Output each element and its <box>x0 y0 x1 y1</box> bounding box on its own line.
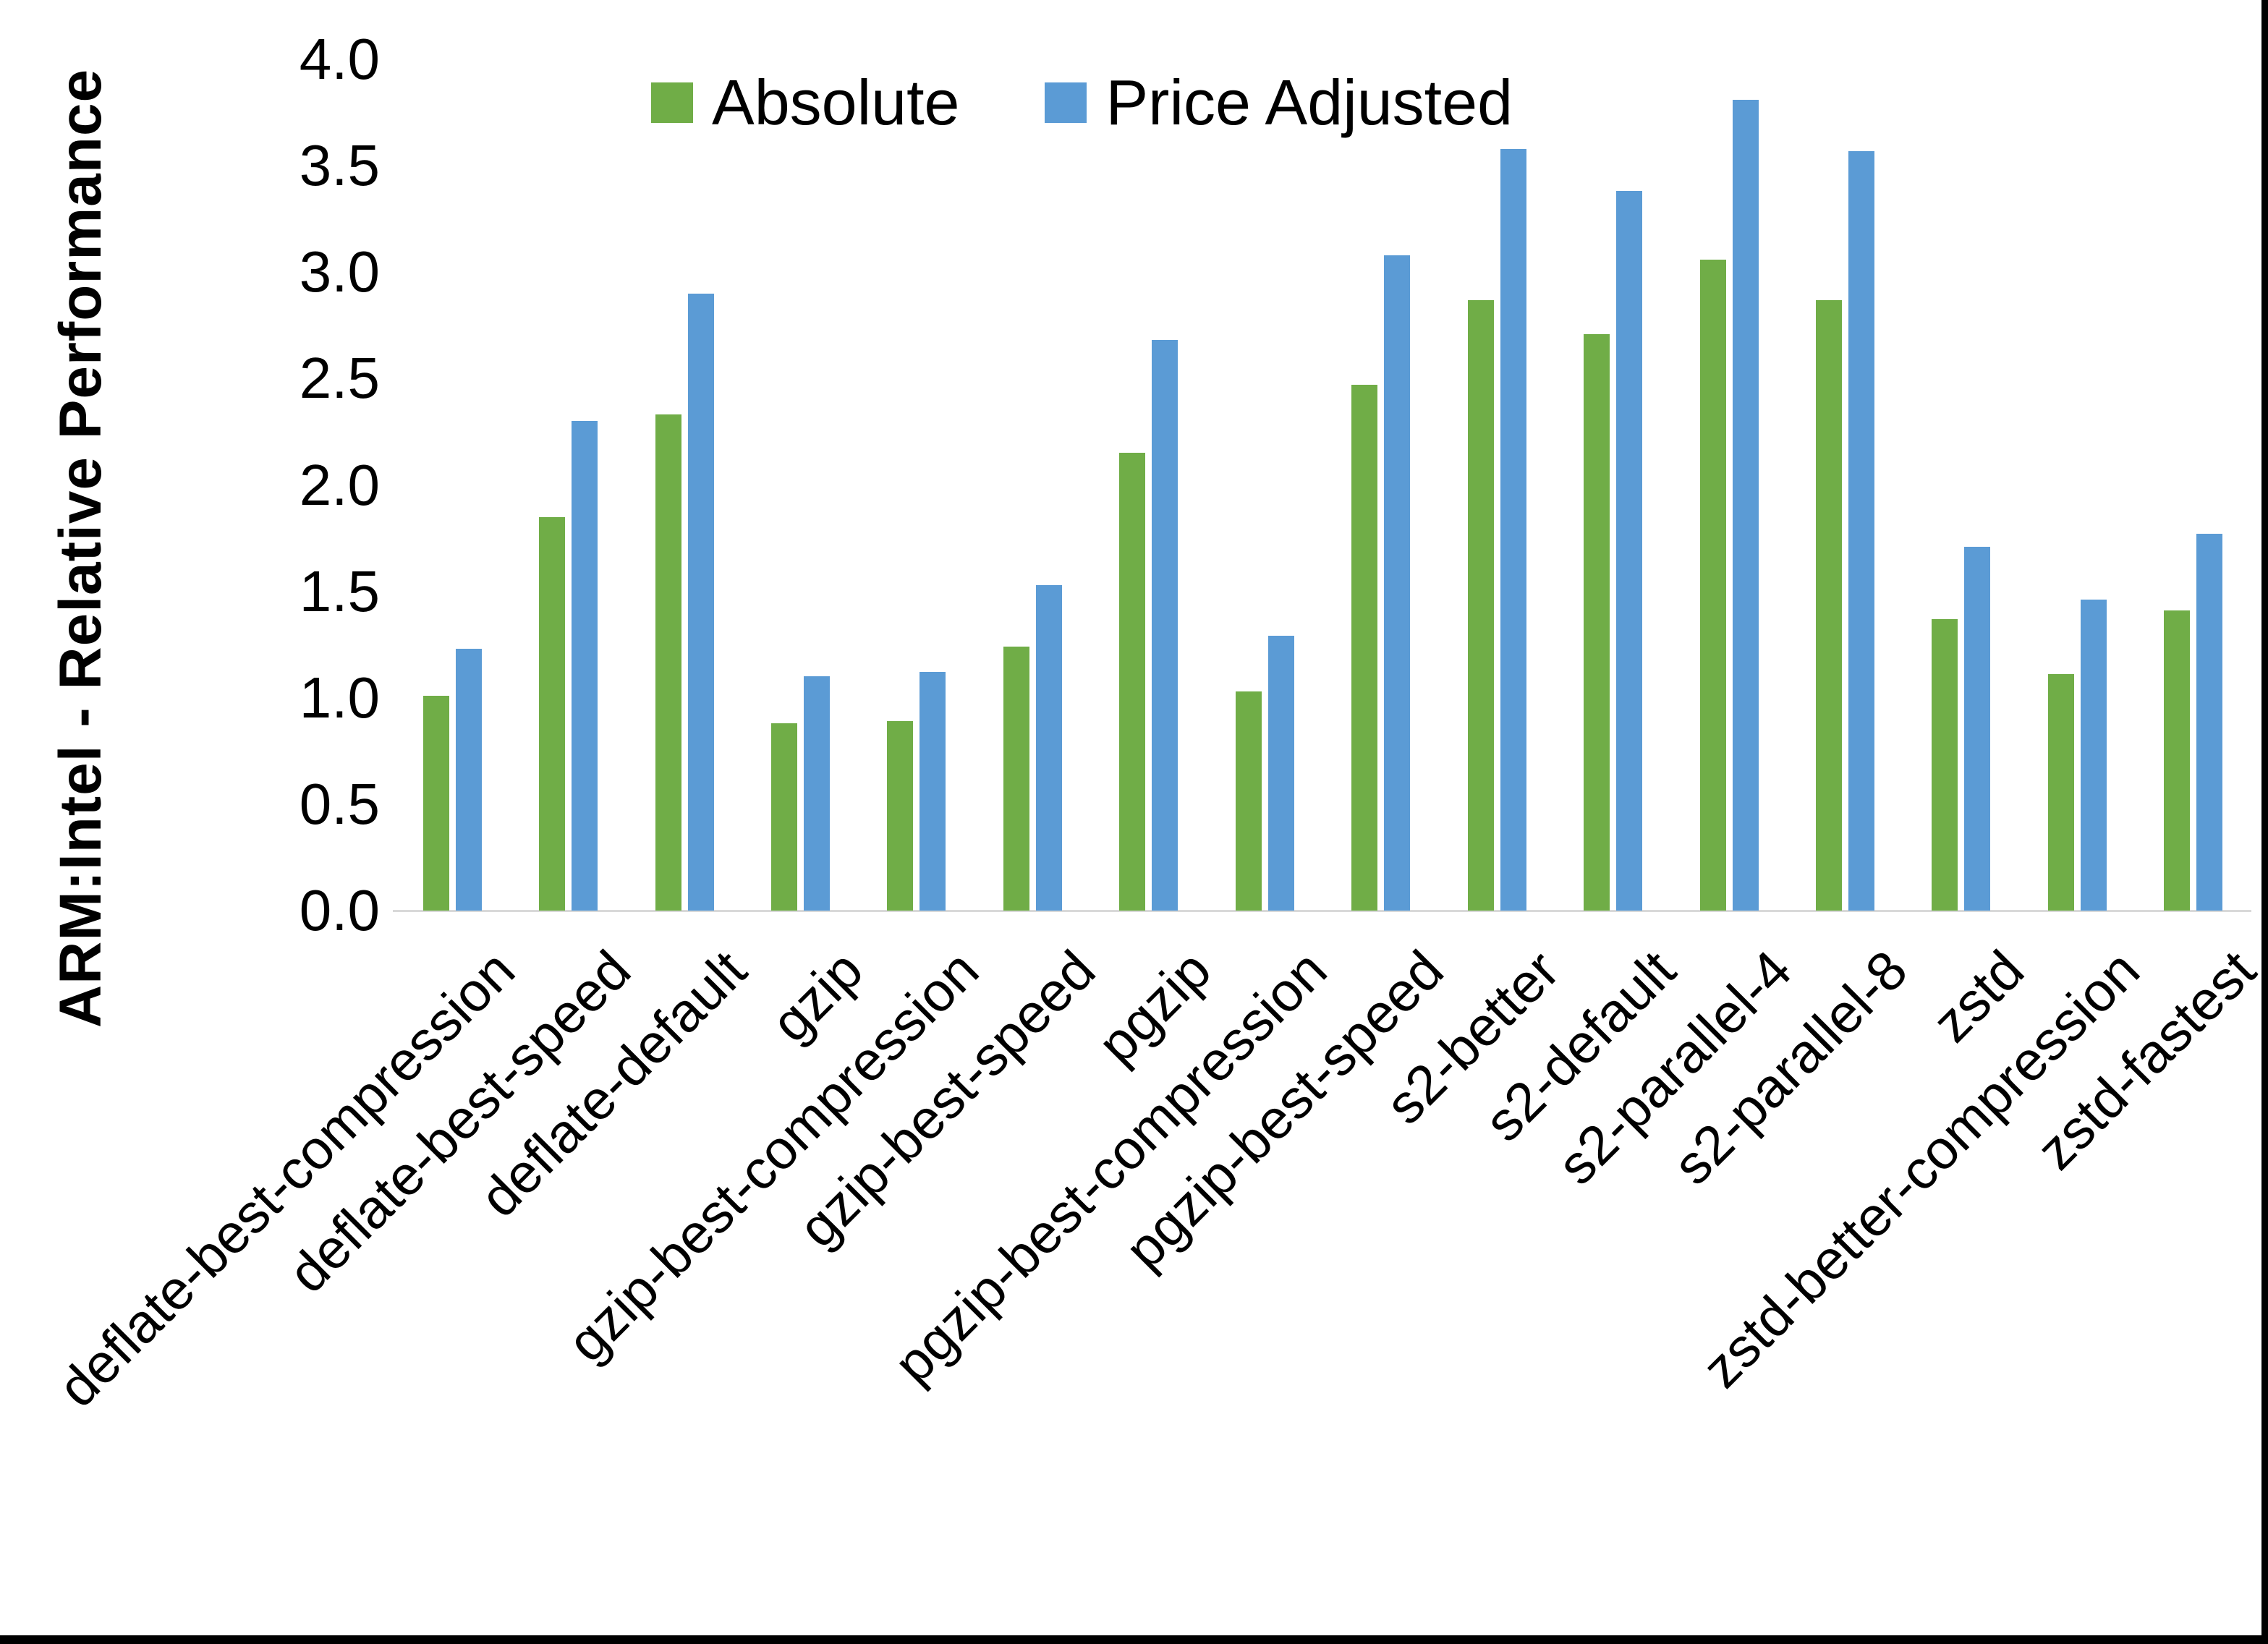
y-tick-label: 1.0 <box>299 665 380 730</box>
bar-price-adjusted <box>1035 584 1062 911</box>
legend: Absolute Price Adjusted <box>651 71 1513 135</box>
bar-price-adjusted <box>1267 636 1294 911</box>
bar-absolute <box>2047 674 2074 911</box>
bar-absolute <box>1584 333 1610 911</box>
y-tick-label: 4.0 <box>299 27 380 91</box>
legend-label-absolute: Absolute <box>712 67 960 138</box>
x-axis-label: deflate-best-compression <box>46 939 527 1419</box>
bar-price-adjusted <box>1384 255 1411 911</box>
bar-absolute <box>655 414 681 911</box>
bar-price-adjusted <box>1500 148 1526 911</box>
y-tick-label: 2.0 <box>299 452 380 517</box>
legend-label-price-adjusted: Price Adjusted <box>1105 67 1513 138</box>
bar-price-adjusted <box>1964 546 1991 911</box>
bar-price-adjusted <box>2080 600 2107 911</box>
bar-absolute <box>1003 647 1029 911</box>
y-tick-label: 1.5 <box>299 558 380 623</box>
y-tick-label: 3.0 <box>299 239 380 304</box>
legend-swatch-absolute-icon <box>651 82 693 123</box>
bar-absolute <box>1699 259 1726 911</box>
bar-price-adjusted <box>572 421 598 911</box>
y-tick-label: 0.5 <box>299 771 380 836</box>
y-tick-label: 3.5 <box>299 133 380 198</box>
bar-absolute <box>1235 691 1262 911</box>
bar-absolute <box>539 516 566 911</box>
bar-price-adjusted <box>1732 99 1759 911</box>
bar-price-adjusted <box>2196 534 2223 911</box>
legend-swatch-price-adjusted-icon <box>1045 82 1087 123</box>
bar-absolute <box>2164 610 2191 911</box>
bar-price-adjusted <box>1848 150 1874 911</box>
bar-price-adjusted <box>804 676 831 911</box>
plot-area <box>393 59 2251 912</box>
bar-absolute <box>422 695 449 911</box>
bar-absolute <box>1467 299 1494 911</box>
bar-absolute <box>1815 299 1842 911</box>
bar-absolute <box>887 721 914 911</box>
y-tick-label: 2.5 <box>299 346 380 411</box>
bar-absolute <box>1932 618 1958 911</box>
bar-price-adjusted <box>455 649 482 911</box>
bar-price-adjusted <box>919 672 946 911</box>
bar-absolute <box>1351 385 1378 911</box>
legend-item-absolute: Absolute <box>651 71 959 135</box>
y-tick-label: 0.0 <box>299 878 380 942</box>
bar-absolute <box>771 723 798 911</box>
x-axis-line <box>393 910 2251 912</box>
bar-price-adjusted <box>687 293 714 911</box>
legend-item-price-adjusted: Price Adjusted <box>1045 71 1513 135</box>
bar-absolute <box>1119 453 1146 911</box>
bar-price-adjusted <box>1152 340 1178 911</box>
bar-price-adjusted <box>1616 191 1643 911</box>
